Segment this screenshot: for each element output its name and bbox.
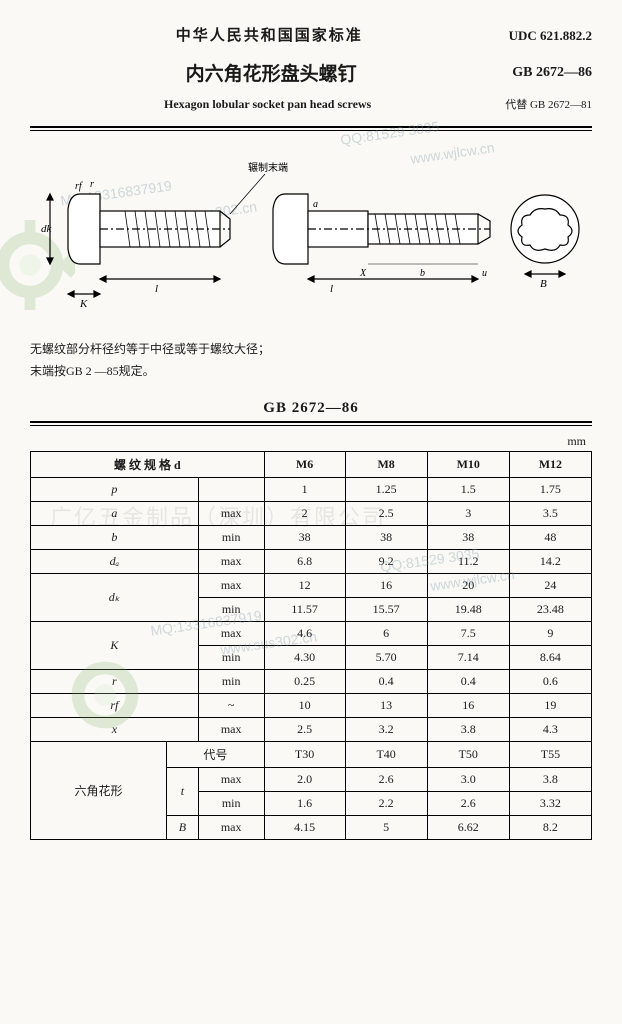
table-row: dₖ max 12162024 — [31, 574, 592, 598]
hex-group-label: 六角花形 — [31, 742, 167, 840]
table-header-row: 螺 纹 规 格 d M6 M8 M10 M12 — [31, 452, 592, 478]
label-K: K — [79, 298, 88, 310]
supersedes: 代替 GB 2672—81 — [505, 96, 592, 112]
unit-label: mm — [30, 434, 592, 449]
note-line-2: 末端按GB 2 —85规定。 — [30, 361, 592, 383]
label-rf: rf — [75, 181, 83, 192]
table-row: rf ~ 10131619 — [31, 694, 592, 718]
label-u: u — [482, 268, 487, 279]
subtitle-row: Hexagon lobular socket pan head screws 代… — [30, 96, 592, 112]
note-line-1: 无螺纹部分杆径约等于中径或等于螺纹大径； — [30, 339, 592, 361]
label-b: b — [420, 268, 425, 279]
table-top-rule-thin — [30, 425, 592, 426]
notes-block: 无螺纹部分杆径约等于中径或等于螺纹大径； 末端按GB 2 —85规定。 — [30, 339, 592, 382]
table-row: a max 22.533.5 — [31, 502, 592, 526]
spec-table: 螺 纹 规 格 d M6 M8 M10 M12 p 11.251.51.75 a… — [30, 451, 592, 840]
label-dk: dk — [41, 223, 53, 235]
size-col-0: M6 — [264, 452, 345, 478]
screw-diagram-svg: dk K l 辗制末端 l X b u B a rf r — [30, 139, 592, 329]
table-row: b min 38383848 — [31, 526, 592, 550]
rule-thin — [30, 130, 592, 131]
label-l: l — [155, 283, 158, 295]
label-r: r — [90, 179, 94, 190]
table-row: K max 4.667.59 — [31, 622, 592, 646]
label-tip: 辗制末端 — [248, 161, 288, 174]
technical-diagram: dk K l 辗制末端 l X b u B a rf r — [30, 139, 592, 329]
table-row: p 11.251.51.75 — [31, 478, 592, 502]
title-row: 内六角花形盘头螺钉 GB 2672—86 — [30, 59, 592, 86]
cn-title: 内六角花形盘头螺钉 — [30, 59, 512, 86]
table-row: dₐ max 6.89.211.214.2 — [31, 550, 592, 574]
header-row: 中华人民共和国国家标准 UDC 621.882.2 — [30, 24, 592, 45]
label-l2: l — [330, 283, 333, 295]
gb-number: GB 2672—86 — [512, 65, 592, 81]
size-col-1: M8 — [345, 452, 427, 478]
table-title: GB 2672—86 — [30, 400, 592, 417]
thread-spec-header: 螺 纹 规 格 d — [31, 452, 265, 478]
en-title: Hexagon lobular socket pan head screws — [30, 97, 505, 112]
national-standard: 中华人民共和国国家标准 — [30, 24, 509, 45]
table-row: x max 2.53.23.84.3 — [31, 718, 592, 742]
size-col-2: M10 — [427, 452, 509, 478]
size-col-3: M12 — [509, 452, 591, 478]
label-B: B — [540, 278, 547, 290]
table-top-rule — [30, 421, 592, 423]
table-row: 六角花形 代号 T30T40T50T55 — [31, 742, 592, 768]
table-row: r min 0.250.40.40.6 — [31, 670, 592, 694]
label-X: X — [359, 268, 367, 279]
rule-thick — [30, 126, 592, 128]
udc-code: UDC 621.882.2 — [509, 28, 592, 44]
label-a: a — [313, 199, 318, 210]
